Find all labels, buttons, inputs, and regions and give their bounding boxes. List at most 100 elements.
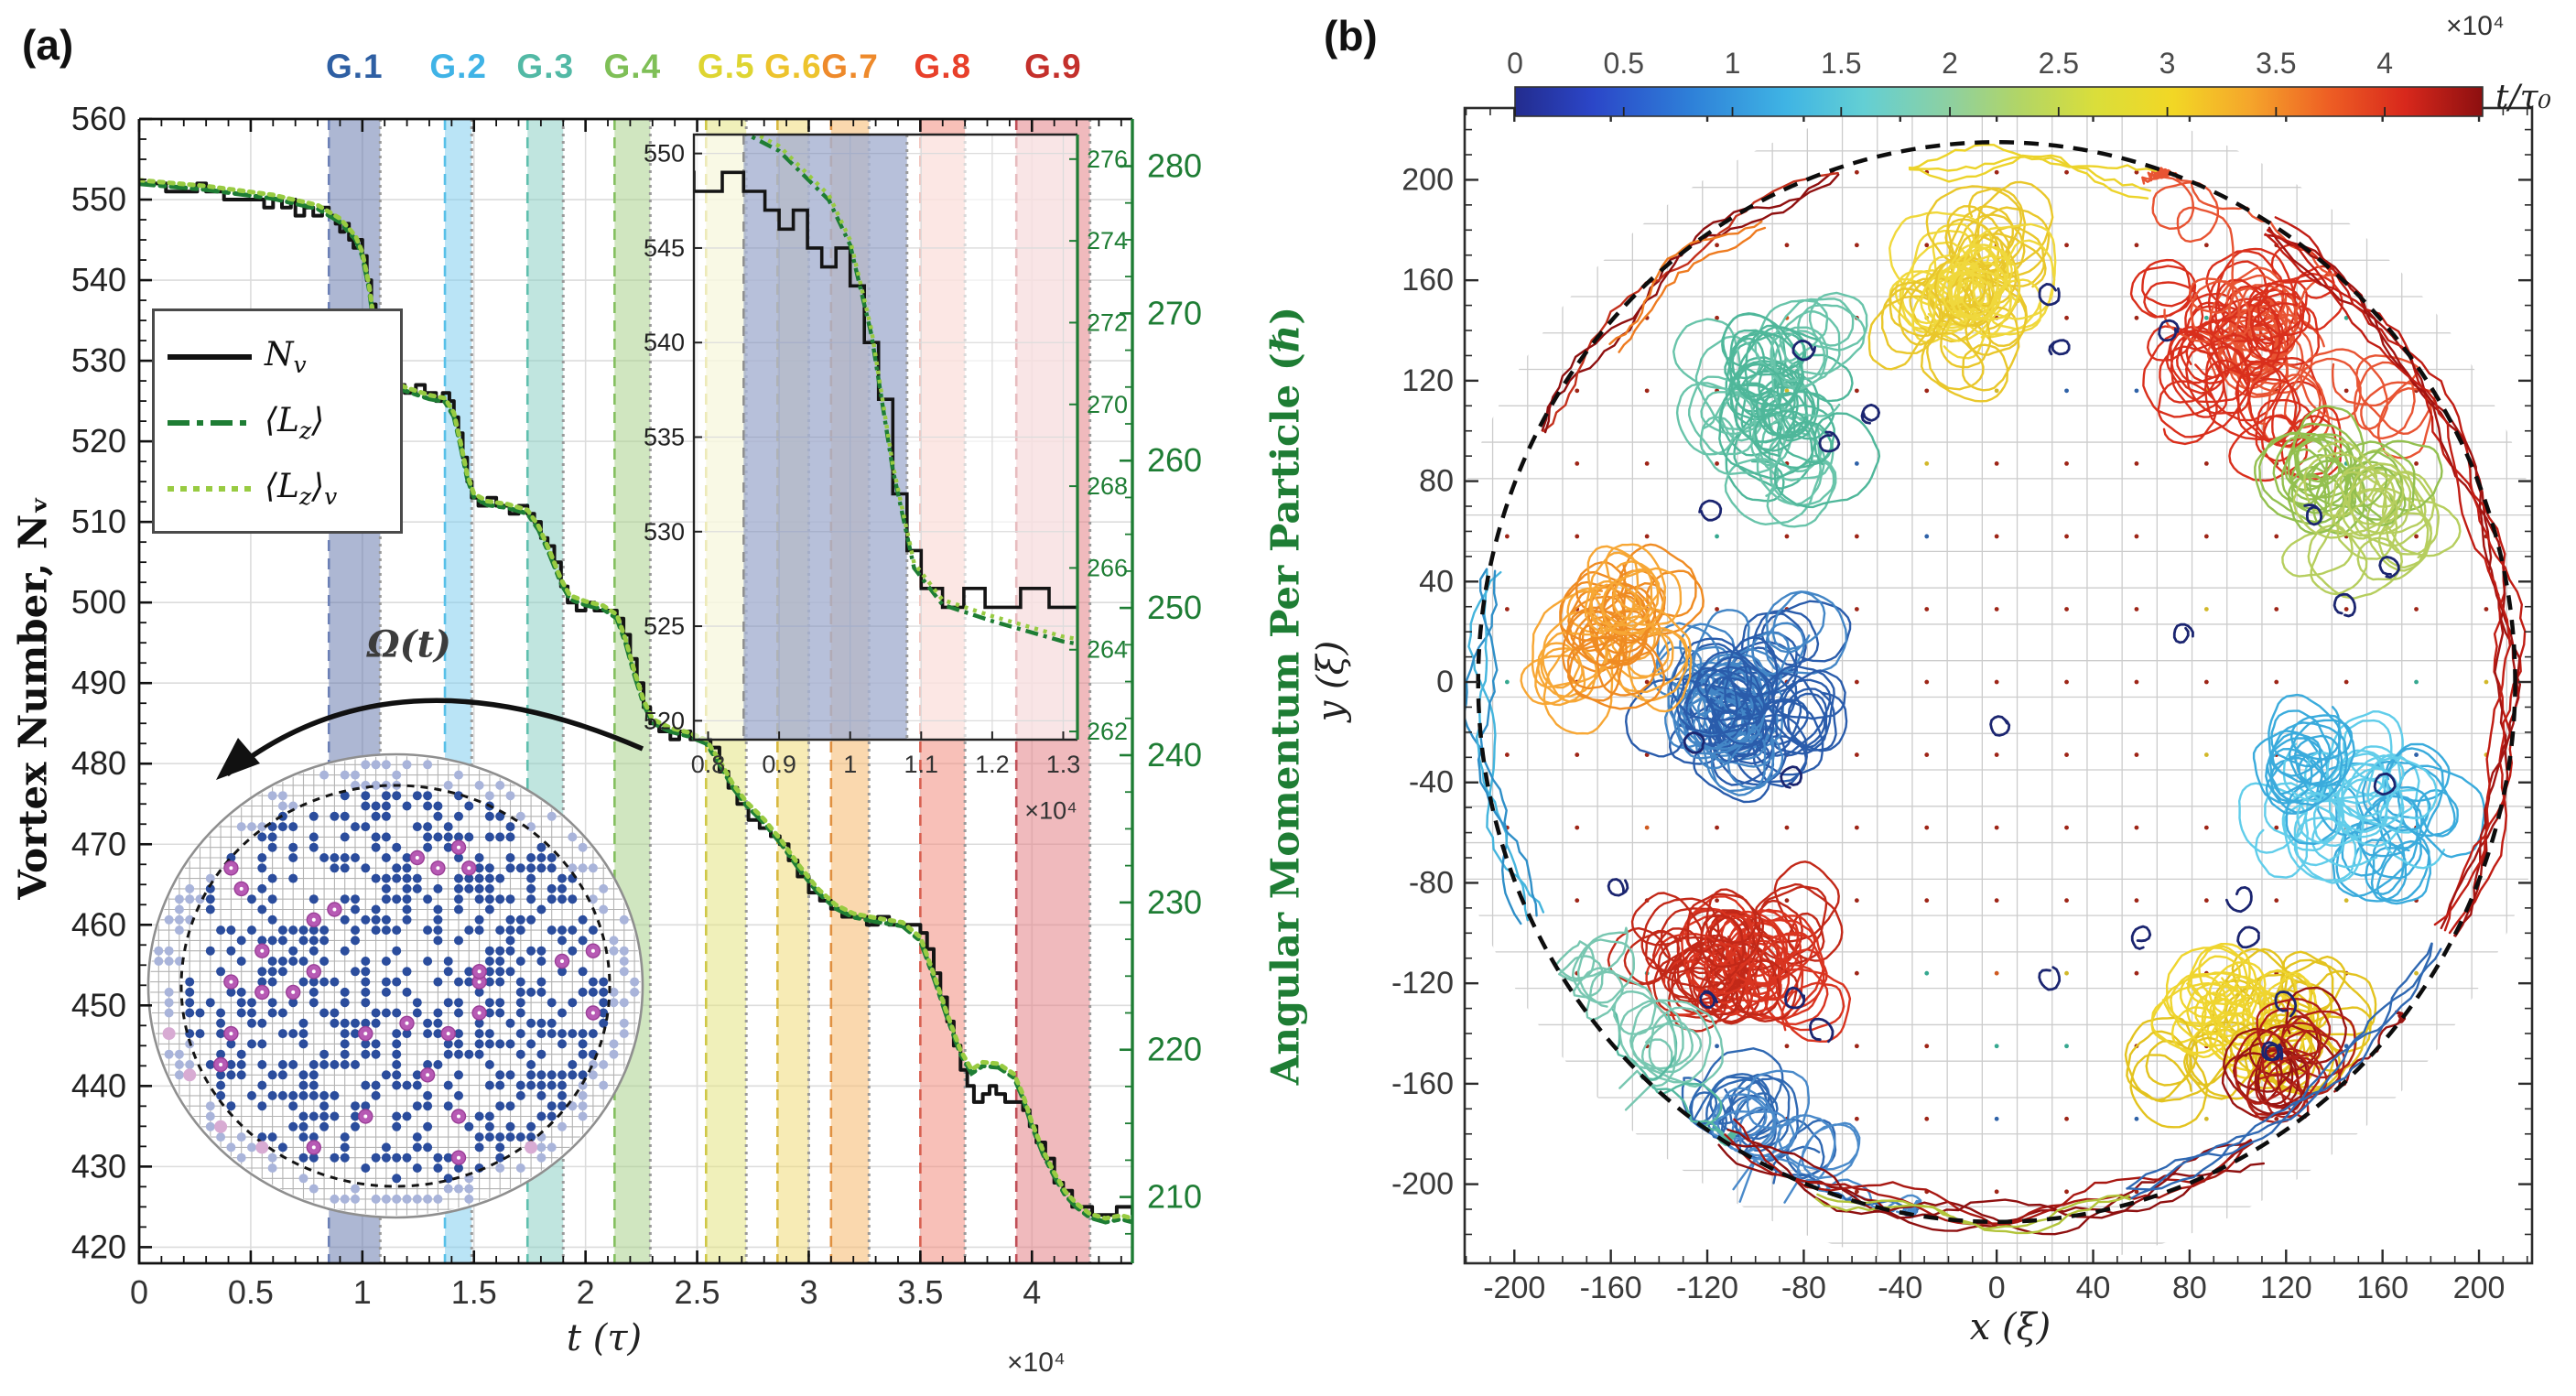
b-lattice-dot (1504, 752, 1510, 757)
legend-label-0: Nv (265, 335, 307, 379)
vortex-dot (547, 853, 557, 862)
edge-vortex-dot (381, 760, 391, 770)
vortex-dot (308, 936, 319, 946)
vortex-dot (226, 925, 236, 936)
vortex-dot (298, 1132, 308, 1142)
vortex-dot (454, 1163, 463, 1173)
b-lattice-dot (1924, 243, 1930, 248)
b-lattice-dot (1854, 460, 1859, 466)
vortex-dot (392, 1153, 402, 1163)
vortex-dot (568, 894, 578, 904)
b-lattice-dot (2064, 679, 2069, 685)
vortex-dot (557, 925, 567, 936)
edge-vortex-dot (164, 914, 174, 925)
vortex-dot (236, 936, 246, 946)
b-lattice-dot (2484, 607, 2489, 611)
vortex-dot (361, 791, 371, 801)
b-lattice-dot (2274, 607, 2279, 611)
vortex-dot (526, 1060, 536, 1069)
tracked-vortex-center (260, 948, 265, 953)
b-trajectory (1718, 312, 1819, 481)
vortex-dot (505, 1018, 515, 1028)
edge-vortex-dot (515, 811, 525, 821)
inset-x-tick-label: 0.8 (691, 751, 726, 778)
inset-right-tick-label: 274 (1087, 227, 1128, 254)
b-trajectory (1608, 220, 1763, 345)
vortex-dot (474, 1111, 484, 1121)
vortex-dot (423, 1121, 433, 1131)
a-right-tick-label: 250 (1147, 589, 1202, 626)
vortex-dot (330, 853, 340, 862)
vortex-dot (288, 946, 298, 956)
vortex-dot (495, 894, 505, 904)
vortex-dot (526, 853, 536, 862)
b-trajectory (2267, 229, 2512, 926)
b-lattice-dot (2064, 825, 2069, 830)
vortex-dot (505, 925, 515, 936)
b-x-tick-label: -80 (1781, 1271, 1826, 1305)
vortex-dot (298, 1121, 308, 1131)
vortex-dot (308, 946, 319, 956)
vortex-dot (340, 1029, 350, 1039)
b-lattice-dot (1994, 534, 1999, 539)
edge-vortex-dot (236, 1132, 246, 1142)
b-lattice-dot (1575, 825, 1580, 830)
vortex-dot (484, 1060, 494, 1069)
vortex-dot (536, 946, 547, 956)
edge-vortex-dot (609, 998, 619, 1008)
vortex-dot (351, 1101, 360, 1111)
b-lattice-dot (2203, 460, 2209, 466)
panel-a-letter: (a) (22, 21, 74, 69)
edge-vortex-dot (267, 1153, 277, 1163)
vortex-dot (484, 977, 494, 987)
vortex-dot (578, 1039, 588, 1049)
vortex-dot (267, 957, 277, 966)
vortex-dot (526, 1018, 536, 1028)
b-lattice-dot (1644, 679, 1650, 685)
edge-vortex-dot (505, 791, 515, 801)
vortex-dot (392, 946, 402, 956)
vortex-dot (474, 883, 484, 893)
vortex-dot (392, 1080, 402, 1090)
vortex-dot (568, 1070, 578, 1080)
vortex-dot (257, 904, 267, 914)
b-lattice-dot (2134, 825, 2139, 830)
vortex-dot (392, 1121, 402, 1131)
vortex-dot (412, 998, 422, 1008)
a-y-tick-label: 440 (71, 1066, 126, 1104)
vortex-dot (308, 811, 319, 821)
edge-vortex-dot (371, 760, 381, 770)
vortex-dot (495, 1039, 505, 1049)
edge-vortex-dot (588, 1070, 598, 1080)
vortex-dot (340, 894, 350, 904)
vortex-dot (298, 1080, 308, 1090)
group-label-G.8: G.8 (914, 48, 972, 85)
b-lattice-dot (2134, 752, 2139, 757)
vortex-dot (340, 811, 350, 821)
inset-band (743, 135, 907, 740)
b-trajectory (2130, 925, 2152, 950)
b-lattice-dot (1854, 607, 1859, 611)
b-trajectory (1814, 1194, 2130, 1235)
vortex-dot (536, 863, 547, 873)
vortex-dot (381, 832, 391, 842)
vortex-dot (526, 1080, 536, 1090)
b-lattice-dot (2203, 898, 2209, 904)
vortex-dot (547, 1101, 557, 1111)
vortex-dot (526, 1121, 536, 1131)
vortex-dot (588, 925, 598, 936)
a-y-tick-label: 430 (71, 1147, 126, 1185)
a-y-tick-label: 460 (71, 905, 126, 943)
vortex-dot (484, 832, 494, 842)
vortex-dot (236, 1008, 246, 1018)
b-lattice-dot (1994, 898, 1999, 904)
vortex-dot (433, 1163, 443, 1173)
vortex-dot (288, 1090, 298, 1100)
vortex-dot (226, 946, 236, 956)
vortex-dot (484, 811, 494, 821)
vortex-dot (371, 914, 381, 925)
b-lattice-dot (1994, 607, 1999, 611)
vortex-dot (361, 822, 371, 832)
vortex-dot (505, 936, 515, 946)
vortex-dot (588, 1029, 598, 1039)
